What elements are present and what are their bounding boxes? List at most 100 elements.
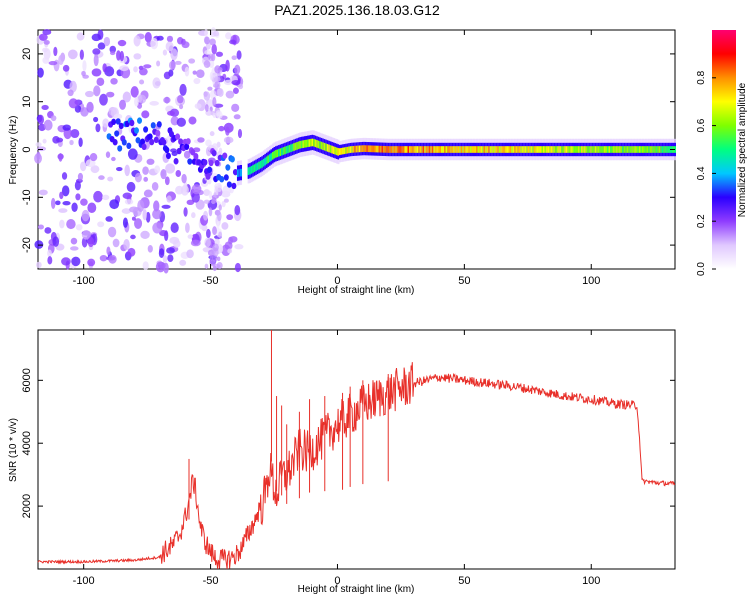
spectrogram-ridge-cell — [226, 181, 232, 188]
spectrogram-ridge-core — [635, 146, 638, 153]
spectrogram-ridge-core — [573, 146, 576, 153]
spectrogram-noise-cell — [133, 35, 141, 47]
spectrogram-noise-cell — [75, 224, 83, 231]
spectrogram-ridge-cell — [117, 145, 123, 152]
spectrogram-ridge-core — [407, 146, 410, 153]
spectrogram-noise-cell — [191, 184, 202, 195]
spectrogram-noise-cell — [216, 88, 224, 97]
spectrogram-noise-cell — [145, 211, 151, 223]
spectrogram-ridge-core — [541, 146, 544, 153]
spectrogram-noise-cell — [133, 53, 142, 60]
spectrogram-ridge-core — [447, 146, 450, 153]
spectrogram-noise-cell — [36, 261, 42, 269]
spectrogram-noise-cell — [85, 90, 94, 98]
spectrogram-noise-cell — [231, 103, 240, 112]
spectrogram-ridge-core — [384, 146, 387, 153]
spectrogram-ridge-core — [284, 146, 287, 155]
spectrogram-noise-cell — [176, 117, 186, 127]
spectrogram-cells — [34, 27, 676, 274]
y-tick-label: 4000 — [21, 431, 33, 455]
spectrogram-ridge-core — [623, 146, 626, 153]
spectrogram-ridge-cell — [222, 152, 228, 159]
spectrogram-ridge-core — [444, 146, 447, 153]
spectrogram-noise-cell — [69, 80, 77, 93]
spectrogram-ridge-core — [383, 145, 386, 153]
spectrogram-ridge-core — [504, 146, 507, 153]
spectrogram-ridge-core — [349, 146, 352, 153]
spectrogram-y-label: Frequency (Hz) — [8, 116, 19, 185]
spectrogram-ridge-cell — [168, 130, 174, 138]
colorbar-tick-label: 0.2 — [696, 214, 707, 228]
spectrogram-ridge-core — [319, 141, 322, 149]
spectrogram-ridge-core — [597, 146, 600, 153]
spectrogram-ridge-core — [482, 146, 485, 153]
spectrogram-ridge-core — [511, 146, 514, 153]
spectrogram-ridge-core — [294, 142, 297, 151]
spectrogram-ridge-core — [363, 145, 366, 152]
spectrogram-noise-cell — [225, 126, 230, 136]
spectrogram-noise-cell — [144, 31, 152, 43]
spectrogram-noise-cell — [76, 32, 85, 41]
spectrogram-ridge-core — [442, 146, 445, 153]
spectrogram-noise-cell — [231, 79, 241, 86]
spectrogram-ridge-core — [652, 146, 655, 153]
spectrogram-noise-cell — [166, 35, 174, 43]
spectrogram-ridge-cell — [231, 182, 237, 190]
spectrogram-ridge-core — [500, 146, 503, 153]
spectrogram-noise-cell — [106, 246, 111, 256]
snr-y-ticks: 2000 4000 6000 — [21, 368, 675, 518]
spectrogram-noise-cell — [47, 249, 52, 257]
spectrogram-noise-cell — [184, 66, 190, 77]
spectrogram-ridge-core — [328, 144, 331, 153]
spectrogram-noise-cell — [43, 119, 53, 131]
spectrogram-ridge-cell — [205, 173, 211, 180]
spectrogram-noise-cell — [56, 137, 64, 143]
spectrogram-noise-cell — [142, 261, 149, 271]
spectrogram-noise-cell — [212, 243, 219, 252]
spectrogram-ridge-core — [555, 146, 558, 153]
spectrogram-noise-cell — [58, 208, 68, 213]
spectrogram-noise-cell — [160, 169, 167, 180]
spectrogram-ridge-core — [413, 146, 416, 153]
spectrogram-ridge-core — [425, 146, 428, 153]
spectrogram-noise-cell — [183, 207, 188, 217]
spectrogram-ridge-core — [256, 162, 259, 171]
spectrogram-noise-cell — [97, 29, 104, 40]
spectrogram-ridge-core — [559, 146, 562, 153]
spectrogram-ridge-core — [287, 145, 290, 154]
spectrogram-noise-cell — [62, 64, 70, 72]
spectrogram-ridge-core — [358, 145, 361, 153]
spectrogram-noise-cell — [42, 138, 47, 144]
spectrogram-ridge-cell — [190, 149, 196, 156]
spectrogram-ridge-core — [660, 146, 663, 153]
spectrogram-noise-cell — [227, 248, 233, 254]
spectrogram-ridge-core — [585, 146, 588, 153]
spectrogram-ridge-core — [603, 146, 606, 153]
spectrogram-noise-cell — [80, 107, 89, 117]
spectrogram-ridge-core — [506, 146, 509, 153]
spectrogram-noise-cell — [42, 29, 52, 36]
spectrogram-noise-cell — [234, 204, 241, 216]
spectrogram-ridge-core — [508, 146, 511, 153]
spectrogram-noise-cell — [234, 64, 241, 75]
spectrogram-noise-cell — [119, 65, 129, 72]
spectrogram-ridge-cell — [153, 136, 159, 144]
spectrogram-ridge-cell — [211, 149, 217, 157]
spectrogram-ridge-core — [657, 146, 660, 153]
spectrogram-noise-cell — [62, 201, 71, 206]
spectrogram-noise-cell — [233, 114, 241, 120]
colorbar: 0.0 0.2 0.4 0.6 0.8 Normalized spectral ampl… — [696, 30, 748, 276]
spectrogram-noise-cell — [105, 151, 111, 159]
spectrogram-ridge-core — [253, 164, 256, 172]
spectrogram-ridge-core — [466, 146, 469, 153]
snr-y-label: SNR (10 * v/v) — [8, 418, 19, 482]
spectrogram-noise-cell — [174, 60, 182, 65]
spectrogram-ridge-core — [342, 147, 345, 155]
spectrogram-noise-cell — [223, 136, 234, 144]
spectrogram-noise-cell — [126, 181, 136, 193]
spectrogram-noise-cell — [112, 238, 120, 248]
spectrogram-ridge-core — [290, 144, 293, 152]
spectrogram-noise-cell — [68, 98, 79, 109]
spectrogram-ridge-cell — [112, 139, 118, 146]
spectrogram-ridge-core — [626, 146, 629, 153]
